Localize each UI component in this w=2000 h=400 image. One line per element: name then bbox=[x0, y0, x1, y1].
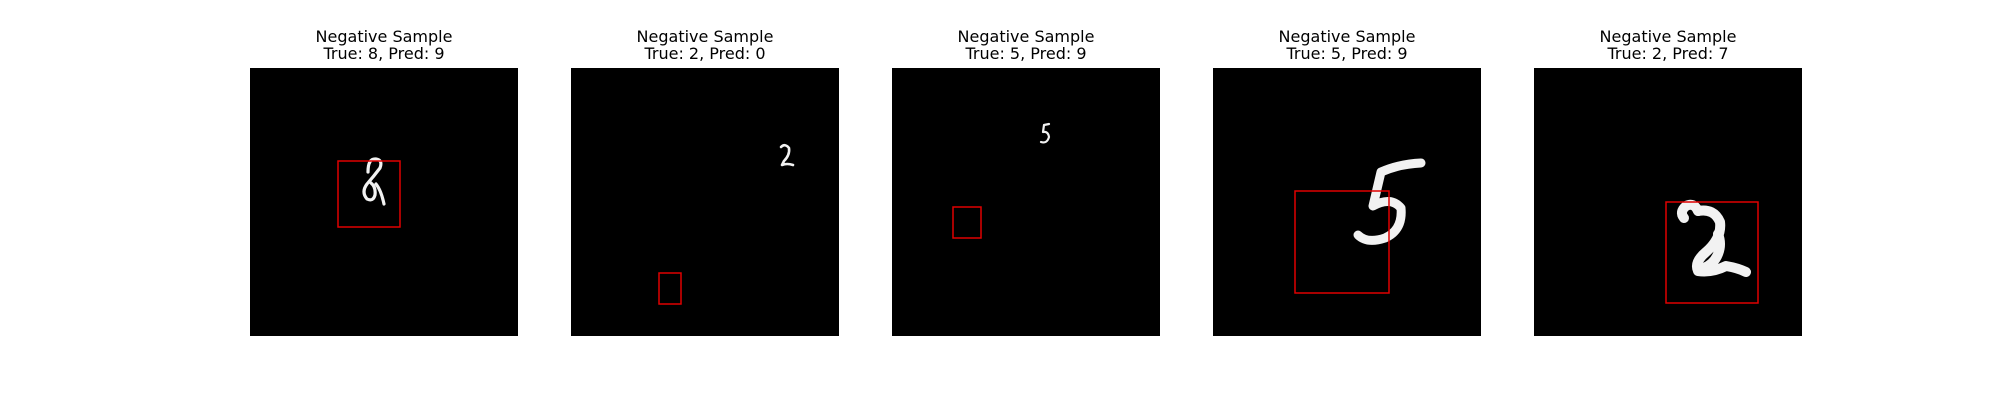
panel-subtitle-line: True: 2, Pred: 0 bbox=[644, 44, 766, 63]
panel-subtitle-line: True: 8, Pred: 9 bbox=[323, 44, 445, 63]
bounding-box bbox=[1665, 201, 1759, 304]
panel-title: Negative Sample True: 8, Pred: 9 bbox=[210, 28, 558, 62]
8-icon bbox=[362, 157, 386, 206]
panel-title-line: Negative Sample bbox=[957, 27, 1095, 46]
digit-canvas bbox=[658, 143, 795, 305]
digit-image bbox=[250, 68, 518, 336]
sample-panel-3: Negative Sample True: 5, Pred: 9 bbox=[892, 0, 1160, 400]
panel-subtitle-line: True: 5, Pred: 9 bbox=[1286, 44, 1408, 63]
digit-image bbox=[571, 68, 839, 336]
panel-title: Negative Sample True: 5, Pred: 9 bbox=[852, 28, 1200, 62]
sample-panel-5: Negative Sample True: 2, Pred: 7 bbox=[1534, 0, 1802, 400]
digit-image bbox=[1213, 68, 1481, 336]
digit-canvas bbox=[1665, 199, 1759, 304]
digit-canvas bbox=[952, 122, 1051, 239]
sample-panel-4: Negative Sample True: 5, Pred: 9 bbox=[1213, 0, 1481, 400]
bounding-box bbox=[952, 206, 982, 239]
panel-title: Negative Sample True: 5, Pred: 9 bbox=[1173, 28, 1521, 62]
panel-title-line: Negative Sample bbox=[1599, 27, 1737, 46]
digit-image bbox=[1534, 68, 1802, 336]
digit-image bbox=[892, 68, 1160, 336]
sample-panel-1: Negative Sample True: 8, Pred: 9 bbox=[250, 0, 518, 400]
5-icon bbox=[1039, 122, 1051, 144]
panel-title: Negative Sample True: 2, Pred: 7 bbox=[1494, 28, 1842, 62]
panel-subtitle-line: True: 5, Pred: 9 bbox=[965, 44, 1087, 63]
2-icon bbox=[779, 143, 795, 167]
sample-panel-2: Negative Sample True: 2, Pred: 0 bbox=[571, 0, 839, 400]
digit-canvas bbox=[1294, 158, 1426, 294]
panel-title-line: Negative Sample bbox=[636, 27, 774, 46]
2-icon bbox=[1676, 199, 1751, 277]
5-icon bbox=[1353, 158, 1426, 245]
bounding-box bbox=[337, 160, 401, 228]
bounding-box bbox=[1294, 190, 1390, 294]
panel-title-line: Negative Sample bbox=[1278, 27, 1416, 46]
bounding-box bbox=[658, 272, 682, 305]
panel-subtitle-line: True: 2, Pred: 7 bbox=[1607, 44, 1729, 63]
panel-title: Negative Sample True: 2, Pred: 0 bbox=[531, 28, 879, 62]
panel-title-line: Negative Sample bbox=[315, 27, 453, 46]
digit-canvas bbox=[337, 157, 401, 228]
